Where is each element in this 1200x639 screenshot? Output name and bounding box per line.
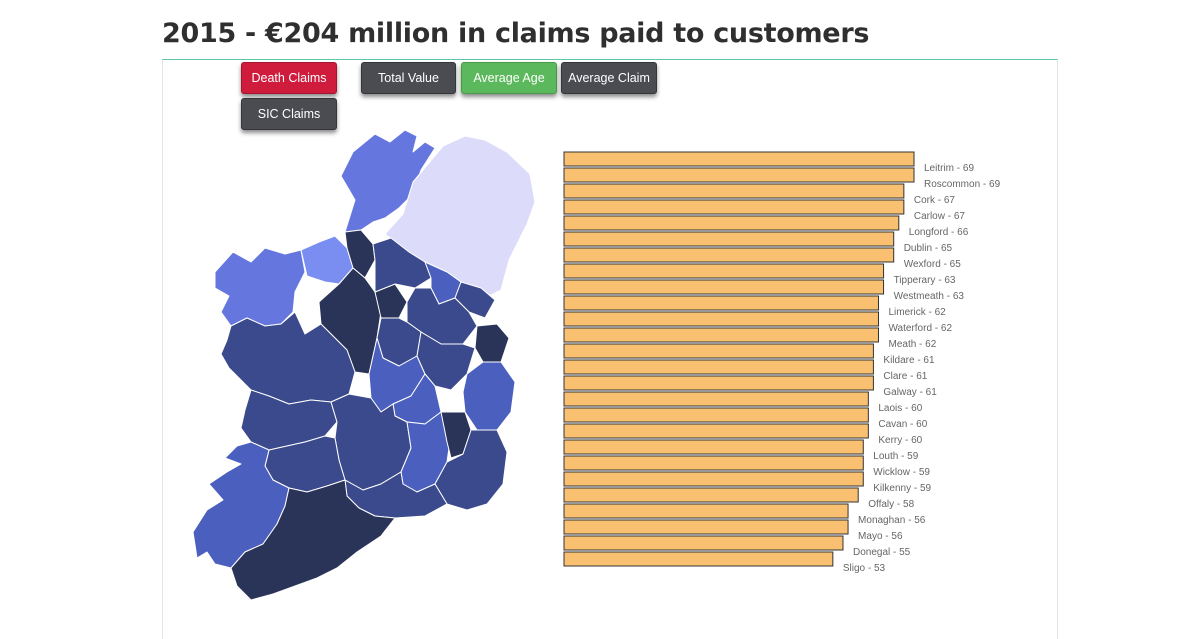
average-claim-button[interactable]: Average Claim xyxy=(561,62,657,94)
bar-label-clare: Clare - 61 xyxy=(883,371,927,382)
average-age-bar-chart: Leitrim - 69 Roscommon - 69 Cork - 67 Carlo… xyxy=(563,151,1001,574)
average-age-button[interactable]: Average Age xyxy=(461,62,557,94)
total-value-button[interactable]: Total Value xyxy=(361,62,456,94)
bar-wexford[interactable] xyxy=(563,247,895,263)
bar-label-meath: Meath - 62 xyxy=(888,339,936,350)
bar-donegal[interactable] xyxy=(563,535,844,551)
bar-label-cavan: Cavan - 60 xyxy=(878,419,927,430)
bar-galway[interactable] xyxy=(563,375,874,391)
bar-offaly[interactable] xyxy=(563,487,859,503)
county-wicklow[interactable] xyxy=(462,361,516,431)
bar-label-sligo: Sligo - 53 xyxy=(843,563,886,574)
chart-panel xyxy=(162,59,1058,639)
bar-label-donegal: Donegal - 55 xyxy=(853,547,911,558)
bar-louth[interactable] xyxy=(563,439,864,455)
sic-claims-button[interactable]: SIC Claims xyxy=(241,98,337,130)
bar-westmeath[interactable] xyxy=(563,279,885,295)
bar-leitrim[interactable] xyxy=(563,151,915,167)
bar-label-waterford: Waterford - 62 xyxy=(888,323,952,334)
bar-kildare[interactable] xyxy=(563,343,874,359)
bar-roscommon[interactable] xyxy=(563,167,915,183)
bar-label-cork: Cork - 67 xyxy=(914,195,956,206)
county-meath[interactable] xyxy=(406,287,478,345)
bar-label-longford: Longford - 66 xyxy=(909,227,969,238)
bar-label-louth: Louth - 59 xyxy=(873,451,918,462)
bar-label-wicklow: Wicklow - 59 xyxy=(873,467,930,478)
bar-limerick[interactable] xyxy=(563,295,879,311)
county-mayo[interactable] xyxy=(214,247,306,327)
bar-monaghan[interactable] xyxy=(563,503,849,519)
county-wexford[interactable] xyxy=(434,429,508,511)
bar-tipperary[interactable] xyxy=(563,263,885,279)
bar-label-limerick: Limerick - 62 xyxy=(888,307,946,318)
bar-label-carlow: Carlow - 67 xyxy=(914,211,966,222)
bar-sligo[interactable] xyxy=(563,551,834,567)
bar-label-mayo: Mayo - 56 xyxy=(858,531,903,542)
county-leitrim[interactable] xyxy=(344,229,376,279)
death-claims-button[interactable]: Death Claims xyxy=(241,62,337,94)
county-dublin[interactable] xyxy=(474,323,510,363)
bar-label-dublin: Dublin - 65 xyxy=(904,243,953,254)
ireland-county-map xyxy=(192,129,535,601)
bar-label-kilkenny: Kilkenny - 59 xyxy=(873,483,931,494)
bar-longford[interactable] xyxy=(563,215,900,231)
bar-dublin[interactable] xyxy=(563,231,895,247)
bar-label-tipperary: Tipperary - 63 xyxy=(894,275,956,286)
bar-label-kildare: Kildare - 61 xyxy=(883,355,935,366)
bar-label-monaghan: Monaghan - 56 xyxy=(858,515,926,526)
bar-label-offaly: Offaly - 58 xyxy=(868,499,914,510)
bar-wicklow[interactable] xyxy=(563,455,864,471)
county-cork[interactable] xyxy=(230,479,396,601)
bar-waterford[interactable] xyxy=(563,311,879,327)
bar-label-leitrim: Leitrim - 69 xyxy=(924,163,974,174)
bar-mayo[interactable] xyxy=(563,519,849,535)
county-cavan[interactable] xyxy=(372,237,432,293)
bar-clare[interactable] xyxy=(563,359,874,375)
county-kildare[interactable] xyxy=(416,331,476,391)
county-donegal[interactable] xyxy=(340,129,436,233)
bar-carlow[interactable] xyxy=(563,199,905,215)
bar-label-wexford: Wexford - 65 xyxy=(904,259,961,270)
bar-label-galway: Galway - 61 xyxy=(883,387,937,398)
bar-cork[interactable] xyxy=(563,183,905,199)
bar-label-laois: Laois - 60 xyxy=(878,403,922,414)
bar-label-westmeath: Westmeath - 63 xyxy=(894,291,965,302)
bar-kilkenny[interactable] xyxy=(563,471,864,487)
bar-cavan[interactable] xyxy=(563,407,869,423)
bar-laois[interactable] xyxy=(563,391,869,407)
bar-label-kerry: Kerry - 60 xyxy=(878,435,922,446)
bar-kerry[interactable] xyxy=(563,423,869,439)
bar-meath[interactable] xyxy=(563,327,879,343)
bar-label-roscommon: Roscommon - 69 xyxy=(924,179,1001,190)
county-kerry[interactable] xyxy=(192,441,290,569)
page-title: 2015 - €204 million in claims paid to cu… xyxy=(162,18,870,49)
